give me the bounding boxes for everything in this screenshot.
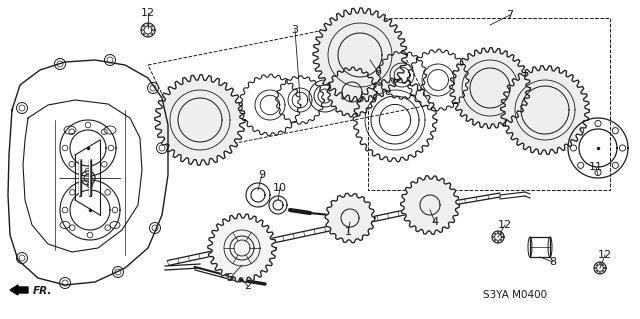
Polygon shape	[313, 8, 407, 102]
Text: S3YA M0400: S3YA M0400	[483, 290, 547, 300]
Polygon shape	[401, 176, 460, 234]
Text: 12: 12	[498, 220, 512, 230]
Text: 1: 1	[344, 227, 351, 237]
Text: 4: 4	[431, 217, 438, 227]
Polygon shape	[327, 67, 377, 117]
Text: 12: 12	[598, 250, 612, 260]
Text: 6: 6	[374, 67, 381, 77]
Text: FR.: FR.	[33, 286, 52, 296]
Polygon shape	[325, 193, 375, 243]
Text: 8: 8	[549, 257, 557, 267]
Text: 2: 2	[244, 281, 252, 291]
Text: 12: 12	[141, 8, 155, 18]
Text: 3: 3	[291, 25, 298, 35]
FancyArrow shape	[10, 285, 28, 295]
Text: 10: 10	[273, 183, 287, 193]
Text: 7: 7	[506, 10, 513, 20]
Polygon shape	[155, 75, 245, 165]
Polygon shape	[450, 48, 531, 128]
Text: 9: 9	[259, 170, 266, 180]
Text: 5: 5	[227, 273, 234, 283]
Text: 11: 11	[589, 162, 603, 172]
Polygon shape	[500, 66, 589, 154]
Polygon shape	[208, 214, 276, 282]
